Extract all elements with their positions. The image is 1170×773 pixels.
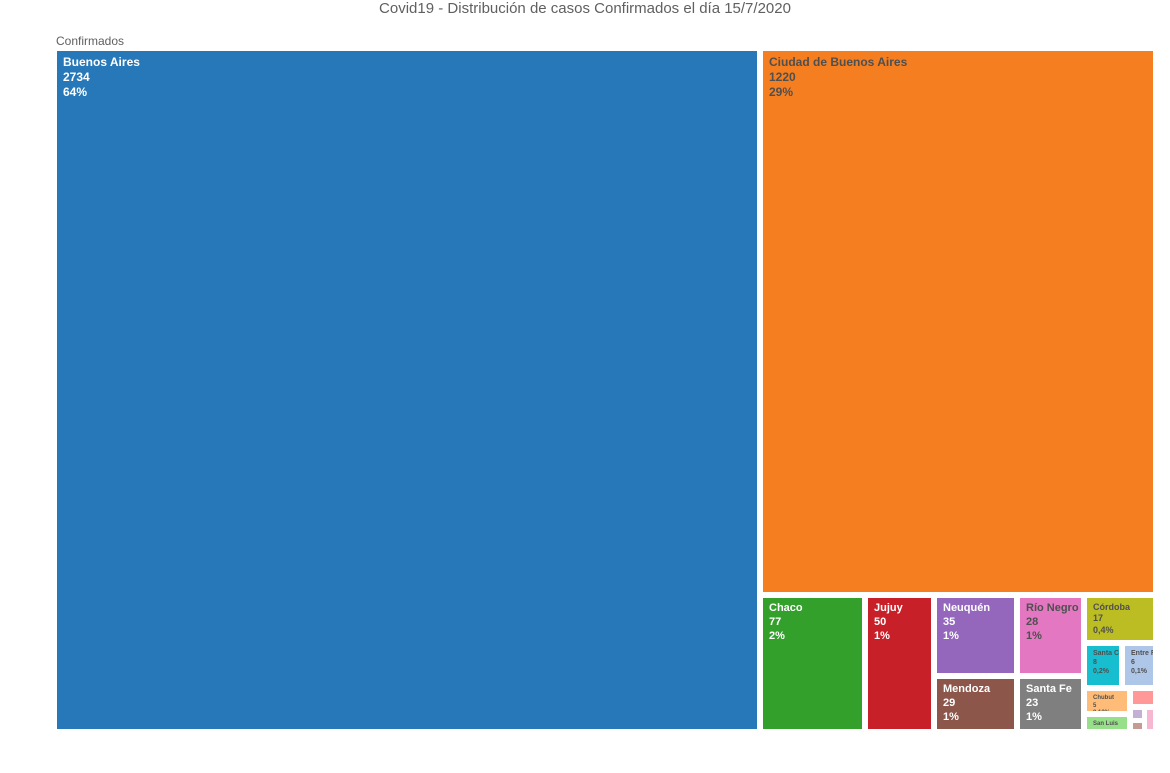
treemap-cell-label: Santa Cruz 8 0,2% [1093, 650, 1120, 676]
chart-title: Covid19 - Distribución de casos Confirma… [0, 0, 1170, 18]
root-label: Confirmados [56, 34, 124, 48]
treemap-cell-label: Buenos Aires 2734 64% [63, 55, 140, 100]
treemap-cell-label: Neuquén 35 1% [943, 602, 990, 643]
treemap-cell-label: Córdoba 17 0,4% [1093, 602, 1130, 636]
treemap-cell[interactable] [1146, 709, 1154, 730]
treemap-cell-label: Chubut 5 0,12% [1093, 695, 1114, 712]
treemap-cell[interactable]: Chubut 5 0,12% [1086, 690, 1128, 712]
treemap-cell[interactable] [1132, 709, 1143, 719]
treemap-cell[interactable]: Buenos Aires 2734 64% [56, 50, 758, 730]
treemap-cell-label: San Luis 3 0,07% [1093, 721, 1118, 730]
treemap-cell[interactable]: Neuquén 35 1% [936, 597, 1015, 674]
treemap-plot-area: Buenos Aires 2734 64% Ciudad de Buenos Ai… [56, 50, 1154, 730]
treemap-cell-label: Jujuy 50 1% [874, 602, 903, 643]
treemap-cell[interactable] [1132, 722, 1143, 730]
treemap-chart: Covid19 - Distribución de casos Confirma… [0, 0, 1170, 773]
treemap-cell[interactable]: Ciudad de Buenos Aires 1220 29% [762, 50, 1154, 593]
treemap-cell-label: Mendoza 29 1% [943, 683, 990, 724]
treemap-cell[interactable]: Santa Fe 23 1% [1019, 678, 1082, 730]
treemap-cell[interactable]: Mendoza 29 1% [936, 678, 1015, 730]
treemap-cell[interactable]: Entre Ríos 6 0,1% [1124, 645, 1154, 686]
treemap-cell[interactable]: San Luis 3 0,07% [1086, 716, 1128, 730]
treemap-cell[interactable]: Jujuy 50 1% [867, 597, 932, 730]
treemap-cell-label: Chaco 77 2% [769, 602, 803, 643]
treemap-cell-label: Río Negro 28 1% [1026, 602, 1079, 643]
treemap-cell-label: Santa Fe 23 1% [1026, 683, 1072, 724]
treemap-cell[interactable] [1132, 690, 1154, 705]
treemap-cell[interactable]: Santa Cruz 8 0,2% [1086, 645, 1120, 686]
treemap-cell-label: Entre Ríos 6 0,1% [1131, 650, 1154, 676]
treemap-cell[interactable]: Río Negro 28 1% [1019, 597, 1082, 674]
treemap-cell[interactable]: Chaco 77 2% [762, 597, 863, 730]
treemap-cell-label: Ciudad de Buenos Aires 1220 29% [769, 55, 907, 100]
treemap-cell[interactable]: Córdoba 17 0,4% [1086, 597, 1154, 641]
